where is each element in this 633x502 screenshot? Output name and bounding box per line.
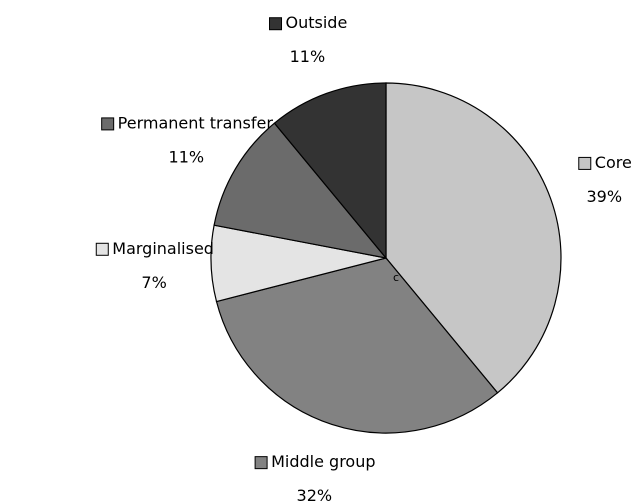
legend-swatch	[578, 156, 592, 170]
slice-label: Core	[595, 153, 632, 172]
pie-slice	[273, 82, 387, 260]
value-label: 11%	[290, 47, 326, 66]
annotation: c	[393, 271, 399, 284]
value-label: 11%	[169, 147, 205, 166]
pie-slice	[213, 122, 388, 259]
value-label: 32%	[297, 486, 333, 502]
slice-label: Permanent transfer	[118, 113, 274, 132]
pie-slice	[385, 82, 562, 394]
value-label: 39%	[587, 187, 623, 206]
legend-swatch	[269, 17, 283, 31]
legend-swatch	[254, 456, 268, 470]
pie-slice	[215, 257, 499, 434]
slice-label: Outside	[286, 13, 348, 32]
legend-swatch	[95, 242, 109, 256]
legend-swatch	[101, 117, 115, 131]
slice-label: Marginalised	[112, 239, 214, 258]
slice-label: Middle group	[271, 452, 375, 471]
value-label: 7%	[141, 273, 166, 292]
